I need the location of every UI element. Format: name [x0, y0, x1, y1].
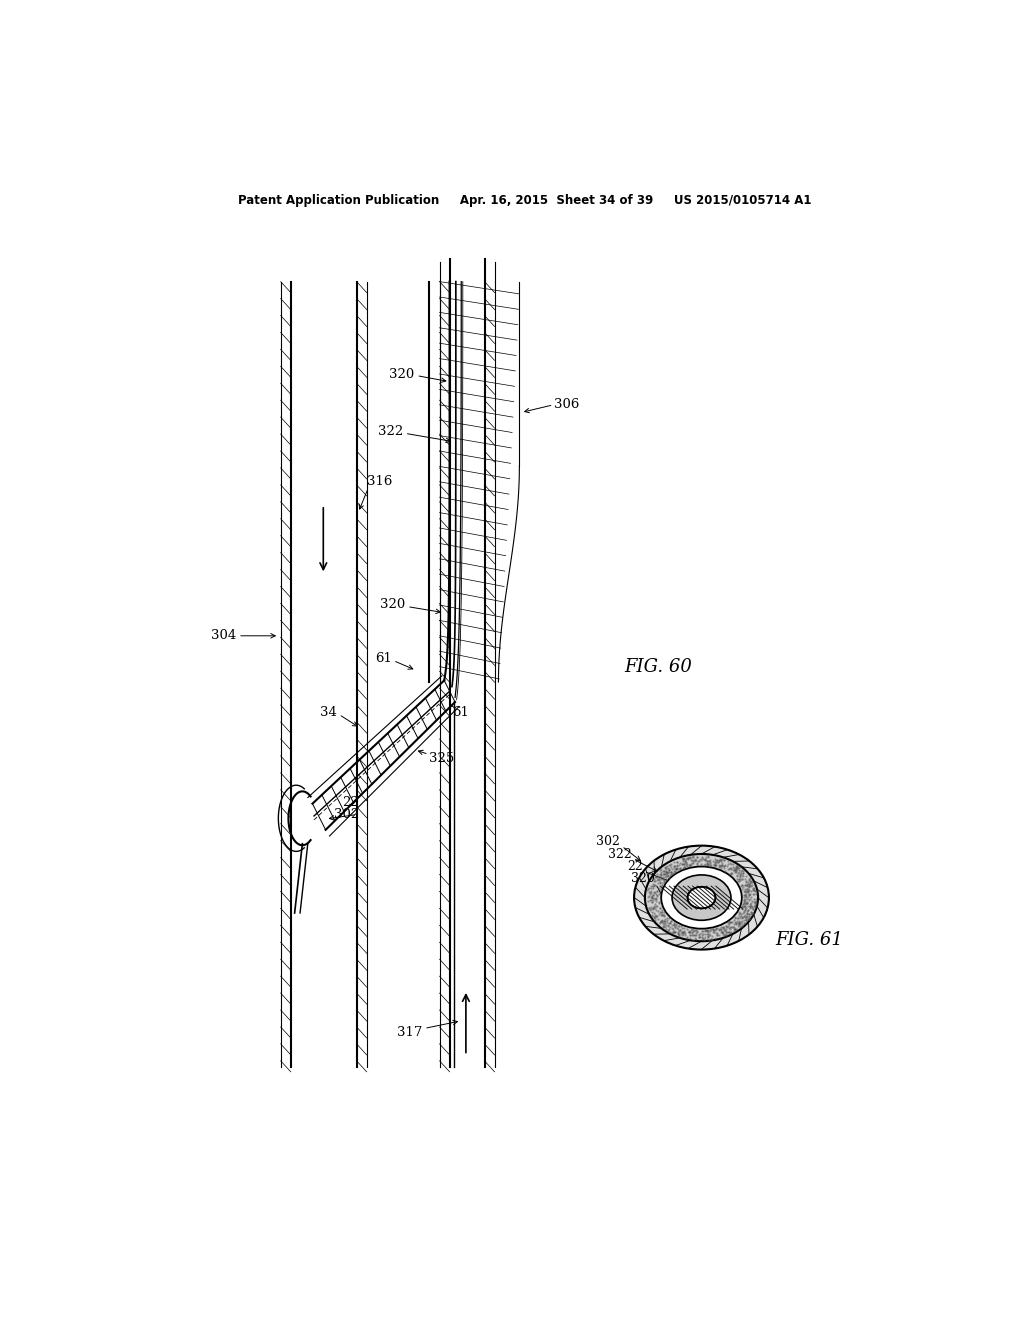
Text: 325: 325 [429, 752, 454, 766]
Text: 317: 317 [397, 1026, 423, 1039]
Text: 302: 302 [334, 808, 359, 821]
Text: FIG. 60: FIG. 60 [624, 657, 692, 676]
Ellipse shape [662, 866, 741, 929]
Text: 320: 320 [380, 598, 406, 611]
Text: 61: 61 [452, 706, 469, 719]
Ellipse shape [687, 887, 716, 908]
Ellipse shape [634, 846, 769, 949]
Ellipse shape [672, 875, 731, 920]
Text: 304: 304 [211, 630, 237, 643]
Text: 22: 22 [628, 859, 643, 873]
Text: 34: 34 [321, 706, 337, 719]
Text: 322: 322 [608, 847, 632, 861]
Text: 302: 302 [596, 836, 621, 849]
Text: 322: 322 [378, 425, 403, 438]
Text: 306: 306 [554, 399, 580, 412]
Ellipse shape [628, 841, 775, 954]
Text: Patent Application Publication     Apr. 16, 2015  Sheet 34 of 39     US 2015/010: Patent Application Publication Apr. 16, … [238, 194, 812, 207]
Text: 22: 22 [342, 796, 359, 809]
Text: FIG. 61: FIG. 61 [775, 931, 843, 949]
Ellipse shape [645, 854, 758, 941]
Text: 320: 320 [631, 873, 655, 886]
Text: 320: 320 [389, 367, 415, 380]
Text: 316: 316 [367, 475, 392, 488]
Text: 61: 61 [375, 652, 391, 665]
